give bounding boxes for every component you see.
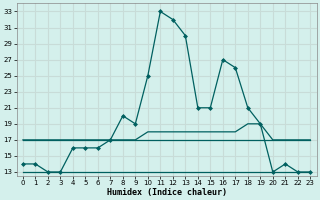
X-axis label: Humidex (Indice chaleur): Humidex (Indice chaleur)	[107, 188, 227, 197]
